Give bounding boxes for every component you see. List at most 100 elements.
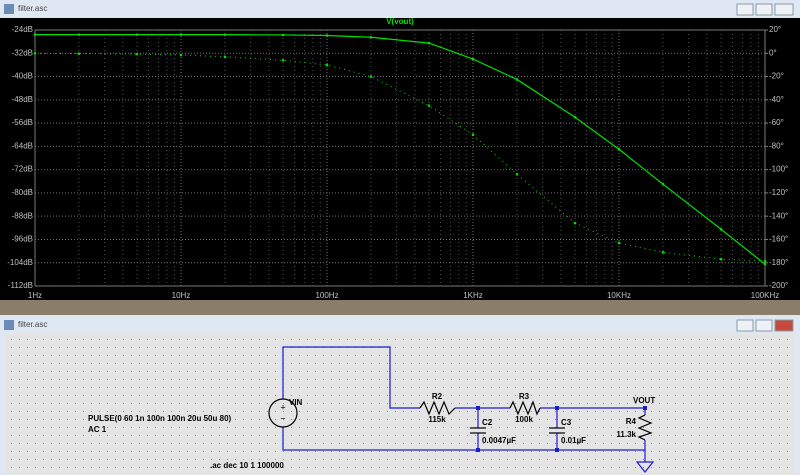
data-point [617,241,621,245]
data-point [427,104,431,107]
data-point [223,33,227,36]
data-point [223,55,227,59]
y2-tick-label: -140° [769,211,788,220]
data-point [33,33,37,36]
y2-tick-label: 0° [769,48,777,57]
spice-directive: .ac dec 10 1 100000 [210,461,284,470]
data-point [325,34,329,37]
x-tick-label: 10Hz [172,291,191,300]
close[interactable] [774,319,794,332]
x-tick-label: 1Hz [28,291,42,300]
y2-tick-label: -20° [769,72,784,81]
data-point [515,78,519,81]
data-point [325,63,329,67]
y2-tick-label: -100° [769,165,788,174]
wires [282,346,646,462]
data-point [515,172,519,176]
chart-title: V(vout) [386,17,414,26]
series-line [34,52,766,262]
junction [555,406,559,410]
app-icon [4,320,14,330]
x-tick-label: 10KHz [607,291,631,300]
window-title: filter.asc [18,4,47,13]
schematic-grid [5,334,795,475]
data-point [77,52,81,55]
window-buttons[interactable] [736,319,794,332]
data-point [281,58,285,62]
data-point [573,115,577,119]
y-tick-label: -48dB [12,95,33,104]
x-tick-label: 1KHz [463,291,483,300]
component-value: 0.01µF [561,436,586,445]
y2-tick-label: -180° [769,258,788,267]
component-name: R2 [432,392,443,401]
plot: 1Hz 10Hz 100Hz 1KHz 10KHz 100KHz -24dB -32dB -40… [7,25,788,300]
y2-tick-label: -120° [769,188,788,197]
plus-sign: + [280,402,285,412]
component-value: 11.3k [616,430,636,439]
y-tick-label: -104dB [7,258,33,267]
data-point [135,52,139,56]
data-point [179,33,183,36]
data-point [33,51,37,55]
plot-window [0,0,800,300]
x-tick-label: 100Hz [315,291,338,300]
resistor-r4 [637,414,653,441]
source-ac: AC 1 [88,425,107,434]
y-tick-label: -88dB [12,211,33,220]
x-tick-label: 100KHz [751,291,779,300]
y-tick-label: -24dB [12,25,33,34]
component-value: 100k [515,415,533,424]
junction [476,406,480,410]
maximize[interactable] [755,319,773,332]
plot-frame [34,29,766,287]
data-point [719,257,723,261]
voltage-source [268,398,298,428]
y2-tick-label: 20° [769,25,781,34]
y-tick-label: -40dB [12,72,33,81]
minus-sign: − [280,413,285,423]
data-point [77,33,81,36]
maximize[interactable] [755,3,773,16]
y-tick-label: -56dB [12,118,33,127]
net-label: VOUT [633,396,655,405]
data-point [763,259,767,263]
close[interactable] [774,3,794,16]
resistor-r3 [509,400,541,416]
y-tick-label: -32dB [12,48,33,57]
data-point [281,33,285,37]
minimize[interactable] [736,3,754,16]
resistor-r2 [419,400,456,416]
component-name: C2 [482,418,493,427]
y-tick-label: -64dB [12,141,33,150]
data-point [135,33,139,36]
y2-tick-label: -80° [769,141,784,150]
y-tick-label: -72dB [12,165,33,174]
component-name: R4 [626,417,637,426]
window-buttons[interactable] [736,3,794,16]
y2-tick-label: -40° [769,95,784,104]
data-point [763,262,767,266]
y-tick-label: -80dB [12,188,33,197]
data-point [179,53,183,57]
data-point [661,182,665,186]
y2-tick-label: -160° [769,235,788,244]
components: + − [268,398,655,473]
data-point [427,41,431,45]
junction [555,448,559,452]
y-tick-label: -112dB [8,281,33,290]
data-point [719,227,723,231]
component-value: 0.0047µF [482,436,516,445]
minimize[interactable] [736,319,754,332]
desktop [0,300,800,315]
data-point [471,133,475,137]
data-point [471,57,475,61]
y2-tick-label: -200° [769,281,788,290]
window-title: filter.asc [18,320,47,329]
data-point [661,250,665,254]
component-name: R3 [519,392,530,401]
y-tick-label: -96dB [12,235,33,244]
title-bar [0,0,800,18]
junction [476,448,480,452]
